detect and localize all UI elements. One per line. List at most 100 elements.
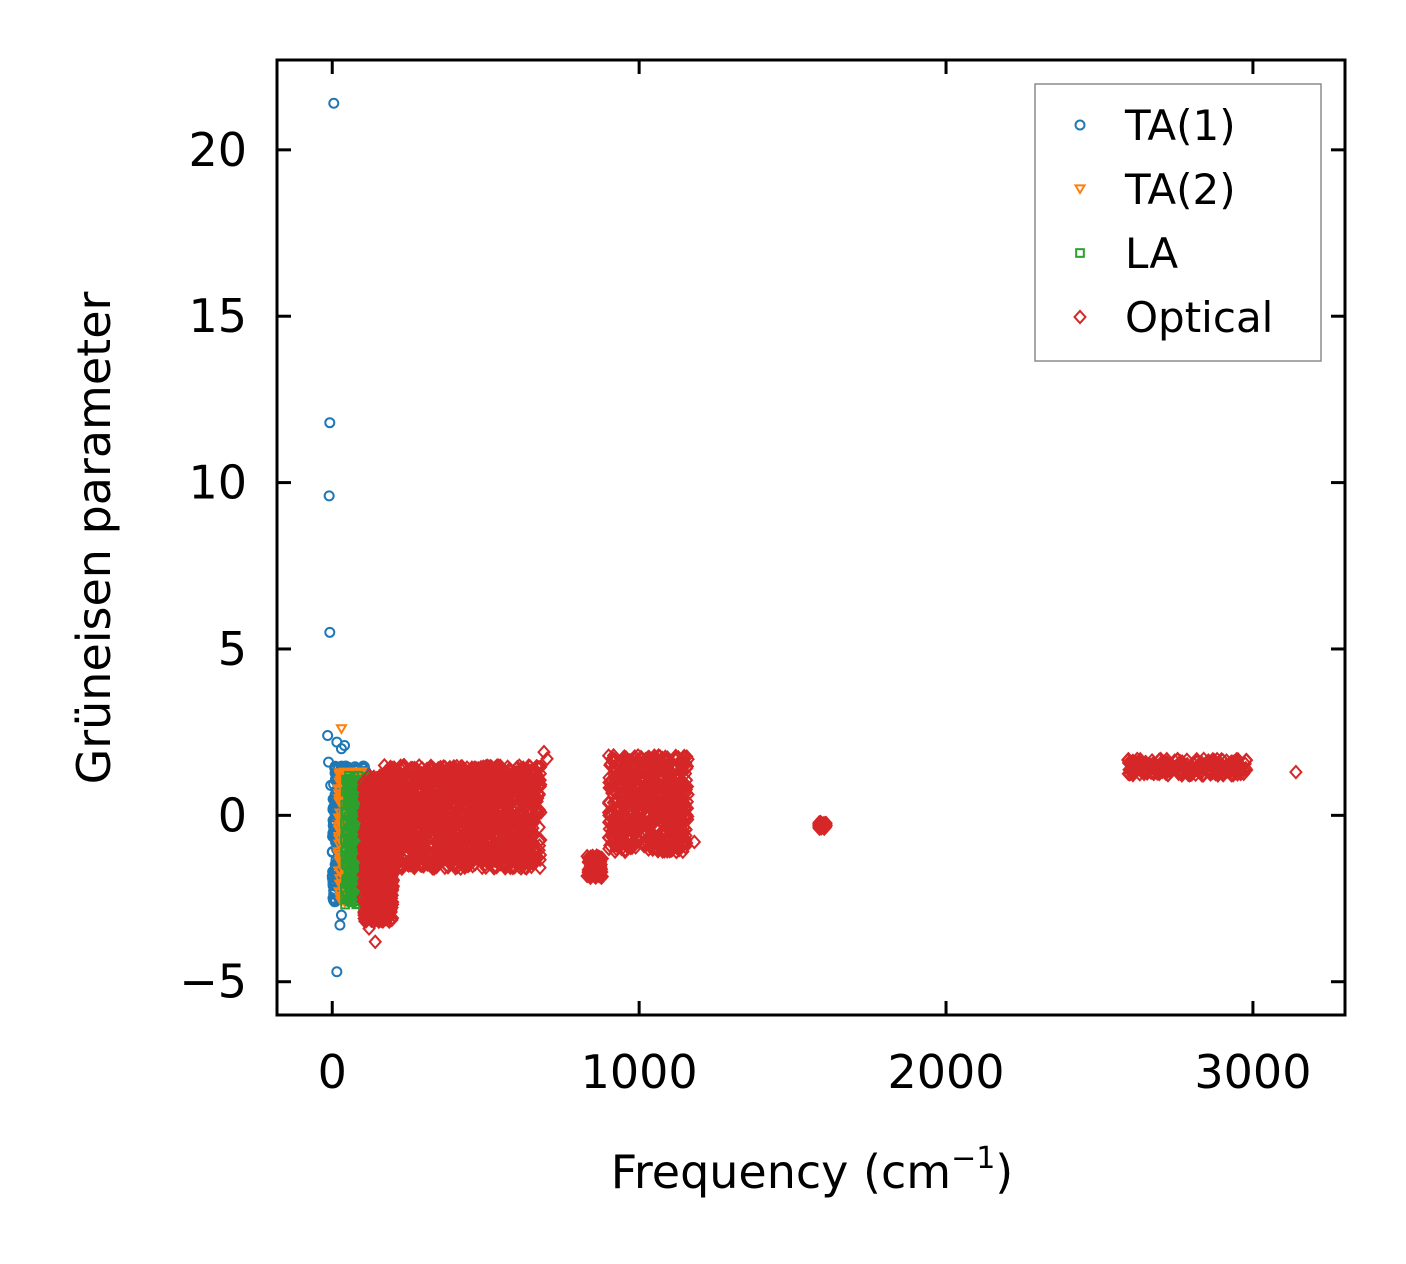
data-point bbox=[366, 847, 381, 864]
data-point bbox=[513, 803, 527, 819]
data-point bbox=[359, 896, 373, 912]
legend-label: TA(1) bbox=[1124, 101, 1236, 150]
data-point bbox=[362, 825, 376, 841]
data-point bbox=[485, 804, 499, 820]
data-point bbox=[607, 759, 622, 775]
data-point bbox=[527, 774, 542, 790]
data-point bbox=[1138, 754, 1153, 770]
legend-marker bbox=[1074, 119, 1086, 131]
data-point bbox=[530, 759, 545, 775]
data-point bbox=[391, 764, 406, 780]
data-point bbox=[645, 779, 659, 795]
data-point bbox=[524, 825, 538, 841]
data-point bbox=[816, 817, 831, 833]
data-point bbox=[350, 797, 361, 807]
data-point bbox=[347, 846, 357, 857]
data-point bbox=[386, 847, 401, 863]
data-point bbox=[362, 798, 376, 814]
data-point bbox=[334, 919, 346, 931]
data-point bbox=[602, 774, 616, 791]
data-point bbox=[361, 896, 376, 912]
data-point bbox=[645, 756, 660, 772]
data-point bbox=[616, 787, 630, 803]
data-point bbox=[668, 835, 682, 852]
data-point bbox=[359, 862, 373, 878]
data-point bbox=[358, 866, 373, 882]
x-tick-label: 0 bbox=[318, 1045, 347, 1099]
data-point bbox=[1289, 764, 1303, 780]
data-point bbox=[650, 753, 665, 769]
data-point bbox=[424, 857, 438, 874]
data-point bbox=[1170, 751, 1185, 767]
data-point bbox=[431, 839, 446, 855]
data-point bbox=[655, 771, 670, 787]
data-point bbox=[1238, 760, 1253, 776]
data-point bbox=[457, 822, 471, 838]
y-tick-label: 5 bbox=[218, 622, 247, 676]
data-point bbox=[431, 760, 446, 777]
data-point bbox=[509, 824, 524, 840]
data-point bbox=[323, 490, 335, 502]
data-point bbox=[409, 831, 424, 847]
y-tick-label: 20 bbox=[188, 123, 247, 177]
data-point bbox=[463, 774, 478, 790]
data-point bbox=[503, 777, 518, 793]
data-point bbox=[488, 830, 502, 846]
data-point bbox=[331, 966, 343, 978]
data-point bbox=[520, 794, 535, 810]
x-axis-label-close: ) bbox=[995, 1145, 1013, 1199]
data-point bbox=[624, 802, 639, 818]
data-point bbox=[414, 854, 429, 870]
data-point bbox=[475, 822, 490, 838]
data-point bbox=[595, 851, 610, 867]
data-point bbox=[424, 806, 438, 822]
data-point bbox=[395, 837, 410, 853]
data-point bbox=[532, 819, 546, 835]
data-point bbox=[1216, 767, 1230, 783]
data-point bbox=[339, 739, 351, 751]
data-point bbox=[400, 782, 414, 798]
data-point bbox=[345, 773, 356, 784]
y-tick-label: 10 bbox=[188, 456, 247, 510]
data-point bbox=[364, 875, 379, 891]
data-point bbox=[627, 751, 641, 767]
data-point bbox=[532, 837, 547, 854]
data-point bbox=[459, 807, 473, 823]
data-point bbox=[678, 786, 692, 802]
data-point bbox=[347, 873, 357, 884]
data-point bbox=[449, 856, 463, 873]
y-tick-label: 15 bbox=[188, 289, 247, 343]
data-point bbox=[631, 781, 645, 797]
data-point bbox=[499, 818, 513, 834]
data-point bbox=[504, 791, 519, 807]
data-point bbox=[1196, 757, 1211, 774]
data-point bbox=[497, 834, 511, 851]
data-point bbox=[627, 812, 641, 828]
legend-marker bbox=[1073, 309, 1087, 325]
data-point bbox=[614, 821, 628, 837]
data-point bbox=[323, 756, 335, 768]
data-point bbox=[341, 874, 352, 884]
x-axis-label: Frequency (cm−1) bbox=[611, 1141, 1014, 1199]
data-point bbox=[459, 828, 473, 844]
data-point bbox=[503, 854, 518, 870]
data-point bbox=[348, 787, 359, 797]
data-point bbox=[407, 809, 421, 825]
data-point bbox=[540, 751, 554, 767]
data-point bbox=[525, 855, 540, 871]
legend-item-optical: Optical bbox=[1073, 293, 1273, 342]
data-point bbox=[481, 834, 496, 850]
data-point bbox=[450, 758, 464, 774]
data-point bbox=[606, 795, 621, 811]
data-point bbox=[1219, 757, 1234, 774]
data-point bbox=[488, 859, 502, 875]
data-point bbox=[537, 744, 551, 760]
data-point bbox=[457, 815, 472, 831]
data-point bbox=[619, 765, 634, 781]
data-point bbox=[1173, 763, 1188, 780]
data-point bbox=[665, 775, 680, 791]
data-point bbox=[324, 626, 336, 638]
data-point bbox=[448, 781, 462, 797]
data-point bbox=[449, 765, 464, 781]
data-point bbox=[494, 850, 509, 866]
